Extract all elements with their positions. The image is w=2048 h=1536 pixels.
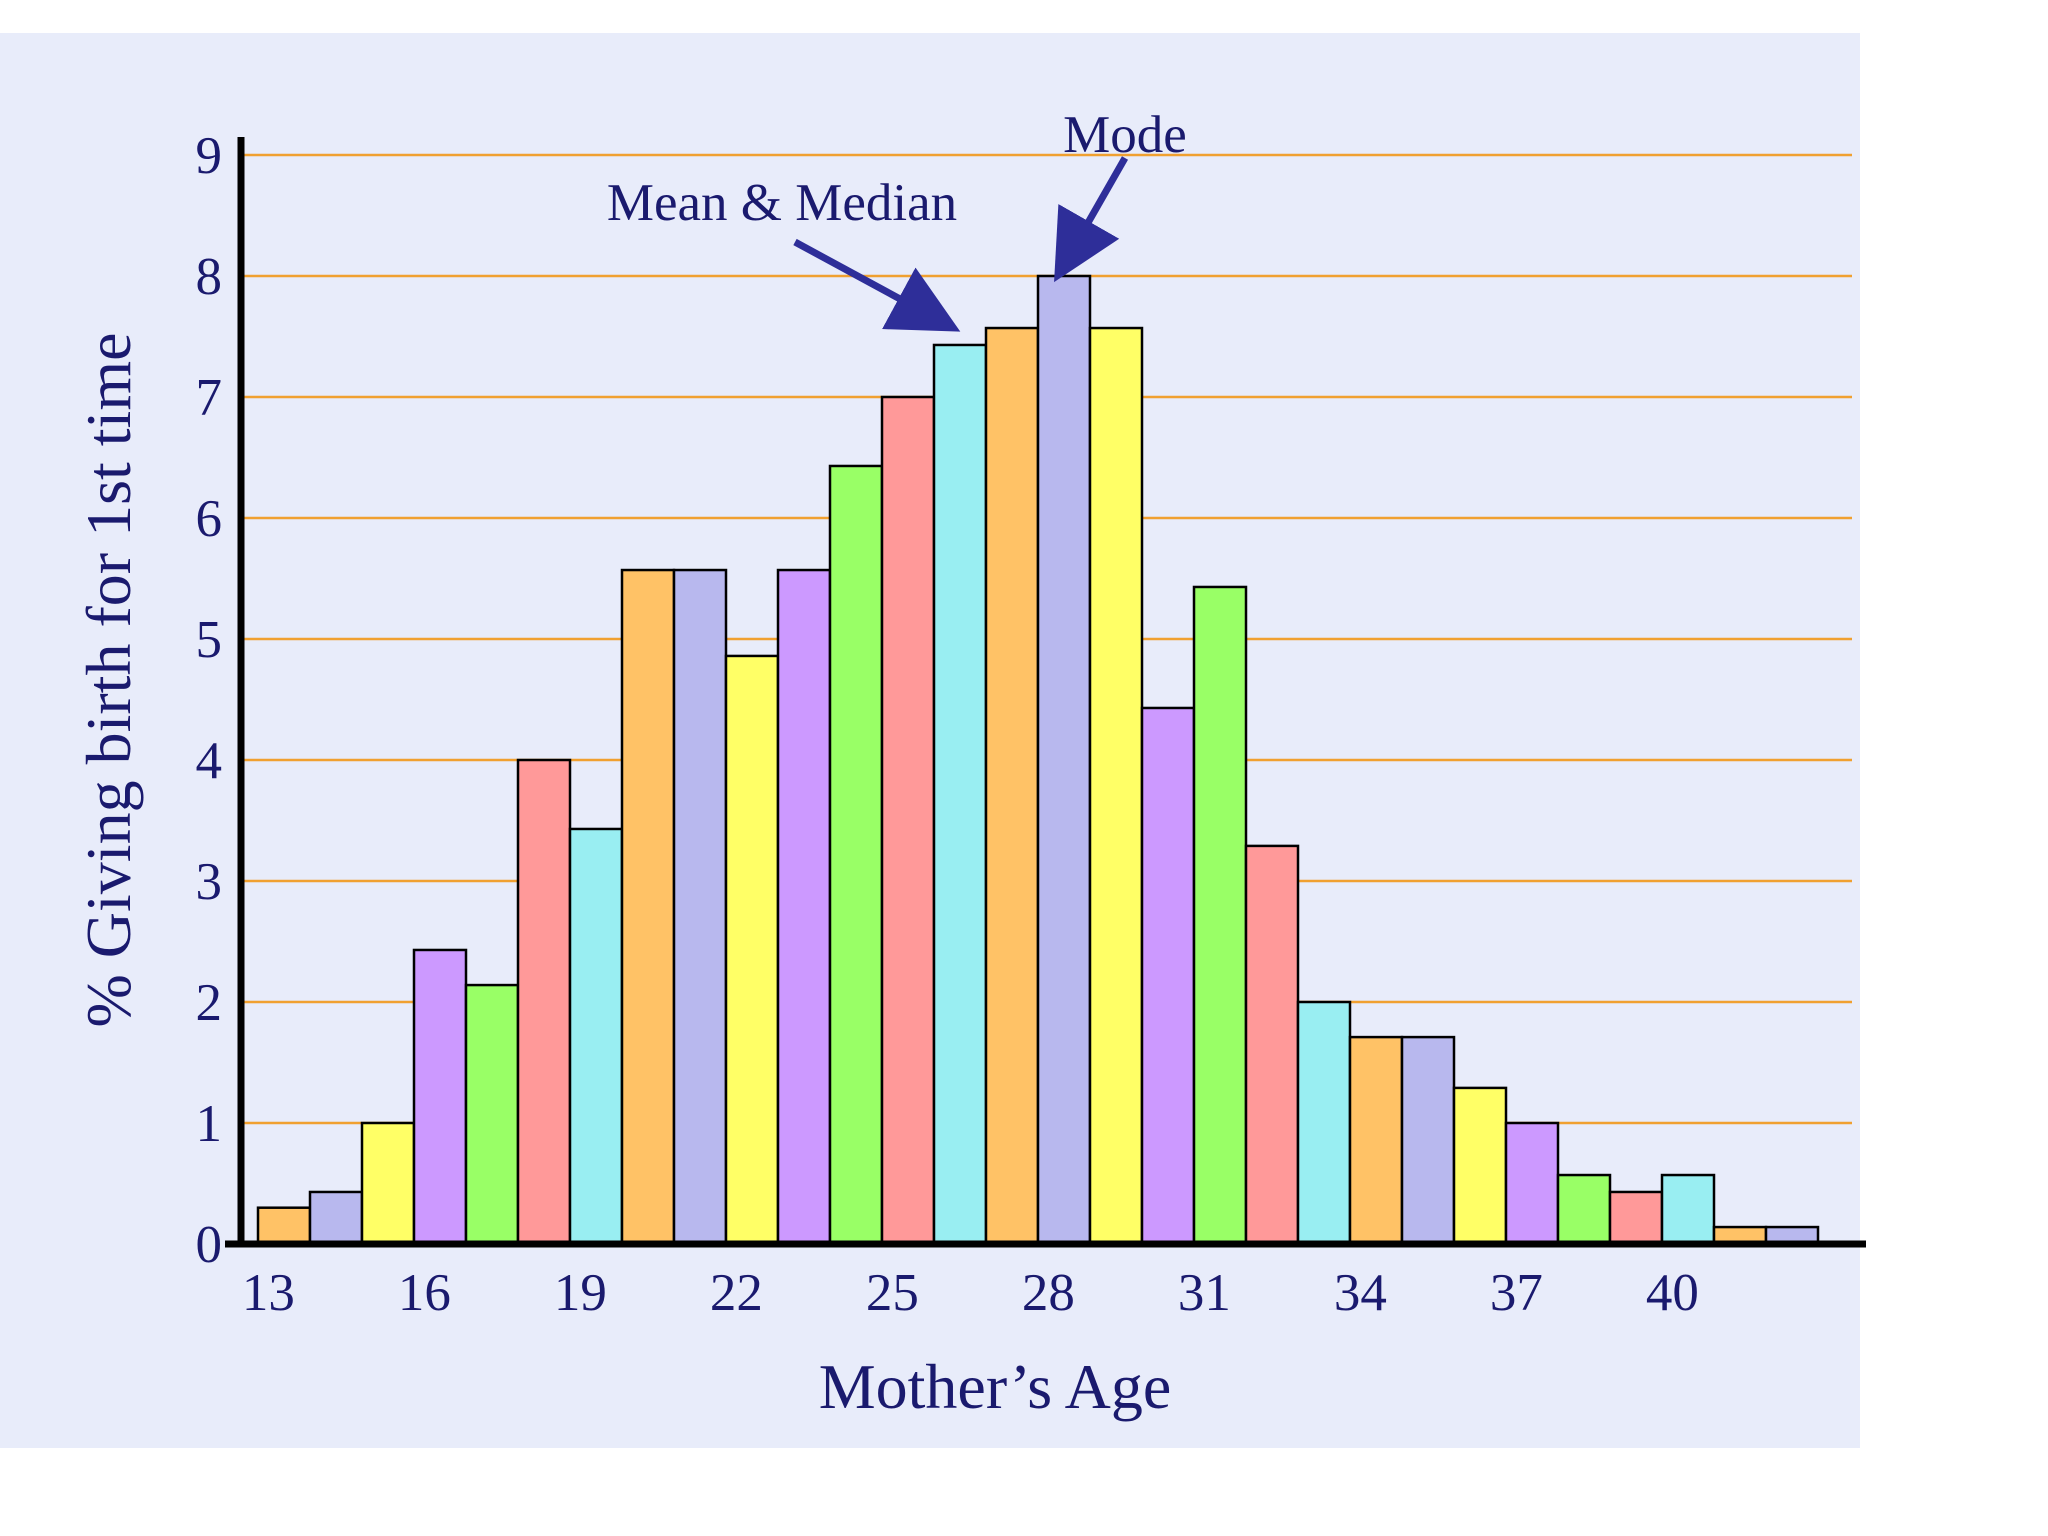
bar-age-25 [880, 395, 936, 1246]
x-tick-label: 13 [242, 1264, 295, 1322]
y-tick-label: 0 [196, 1216, 223, 1274]
x-tick-label: 16 [398, 1264, 451, 1322]
bar-age-14 [308, 1190, 364, 1246]
y-tick-label: 3 [196, 853, 223, 911]
y-tick-label: 7 [196, 369, 223, 427]
bar-age-17 [464, 983, 520, 1246]
x-tick-label: 28 [1022, 1264, 1075, 1322]
y-tick-label: 6 [196, 490, 223, 548]
bar-age-15 [360, 1121, 416, 1246]
bar-age-29 [1088, 326, 1144, 1246]
bar-age-13 [256, 1206, 312, 1246]
y-axis-title: % Giving birth for 1st time [73, 332, 144, 1027]
bar-age-18 [516, 758, 572, 1246]
bar-age-28 [1036, 274, 1092, 1246]
mean-median-arrow [793, 238, 961, 332]
x-tick-label: 31 [1178, 1264, 1231, 1322]
bar-age-26 [932, 343, 988, 1246]
y-tick-labels: 0 1 2 3 4 5 6 7 8 9 [196, 127, 223, 1274]
bar-age-34 [1348, 1035, 1404, 1246]
axes [225, 137, 1866, 1248]
bar-age-39 [1608, 1190, 1664, 1246]
bar-age-31 [1192, 585, 1248, 1246]
x-tick-label: 37 [1490, 1264, 1543, 1322]
mode-arrow [1054, 156, 1129, 283]
bar-age-37 [1504, 1121, 1560, 1246]
bar-age-38 [1556, 1173, 1612, 1246]
bar-age-36 [1452, 1086, 1508, 1246]
x-tick-label: 34 [1334, 1264, 1387, 1322]
bar-age-27 [984, 326, 1040, 1246]
y-tick-label: 9 [196, 127, 223, 185]
x-tick-label: 22 [710, 1264, 763, 1322]
x-axis-title: Mother’s Age [819, 1351, 1172, 1422]
bars [256, 274, 1820, 1246]
bar-age-32 [1244, 844, 1300, 1246]
x-tick-label: 25 [866, 1264, 919, 1322]
x-tick-label: 19 [554, 1264, 607, 1322]
bar-age-16 [412, 948, 468, 1246]
y-tick-label: 4 [196, 732, 223, 790]
bar-age-33 [1296, 1000, 1352, 1246]
bar-age-24 [828, 464, 884, 1246]
bar-age-20 [620, 568, 676, 1246]
bar-age-19 [568, 827, 624, 1246]
bar-age-40 [1660, 1173, 1716, 1246]
y-tick-label: 1 [196, 1095, 223, 1153]
bar-age-23 [776, 568, 832, 1246]
bar-age-22 [724, 654, 780, 1246]
mode-annotation: Mode [1063, 106, 1187, 164]
bar-age-21 [672, 568, 728, 1246]
x-tick-label: 40 [1646, 1264, 1699, 1322]
y-tick-label: 8 [196, 248, 223, 306]
y-tick-label: 5 [196, 611, 223, 669]
x-tick-labels: 13 16 19 22 25 28 31 34 37 40 [242, 1264, 1699, 1322]
bar-age-35 [1400, 1035, 1456, 1246]
mean-median-annotation: Mean & Median [607, 174, 957, 232]
bar-age-30 [1140, 706, 1196, 1246]
y-tick-label: 2 [196, 974, 223, 1032]
